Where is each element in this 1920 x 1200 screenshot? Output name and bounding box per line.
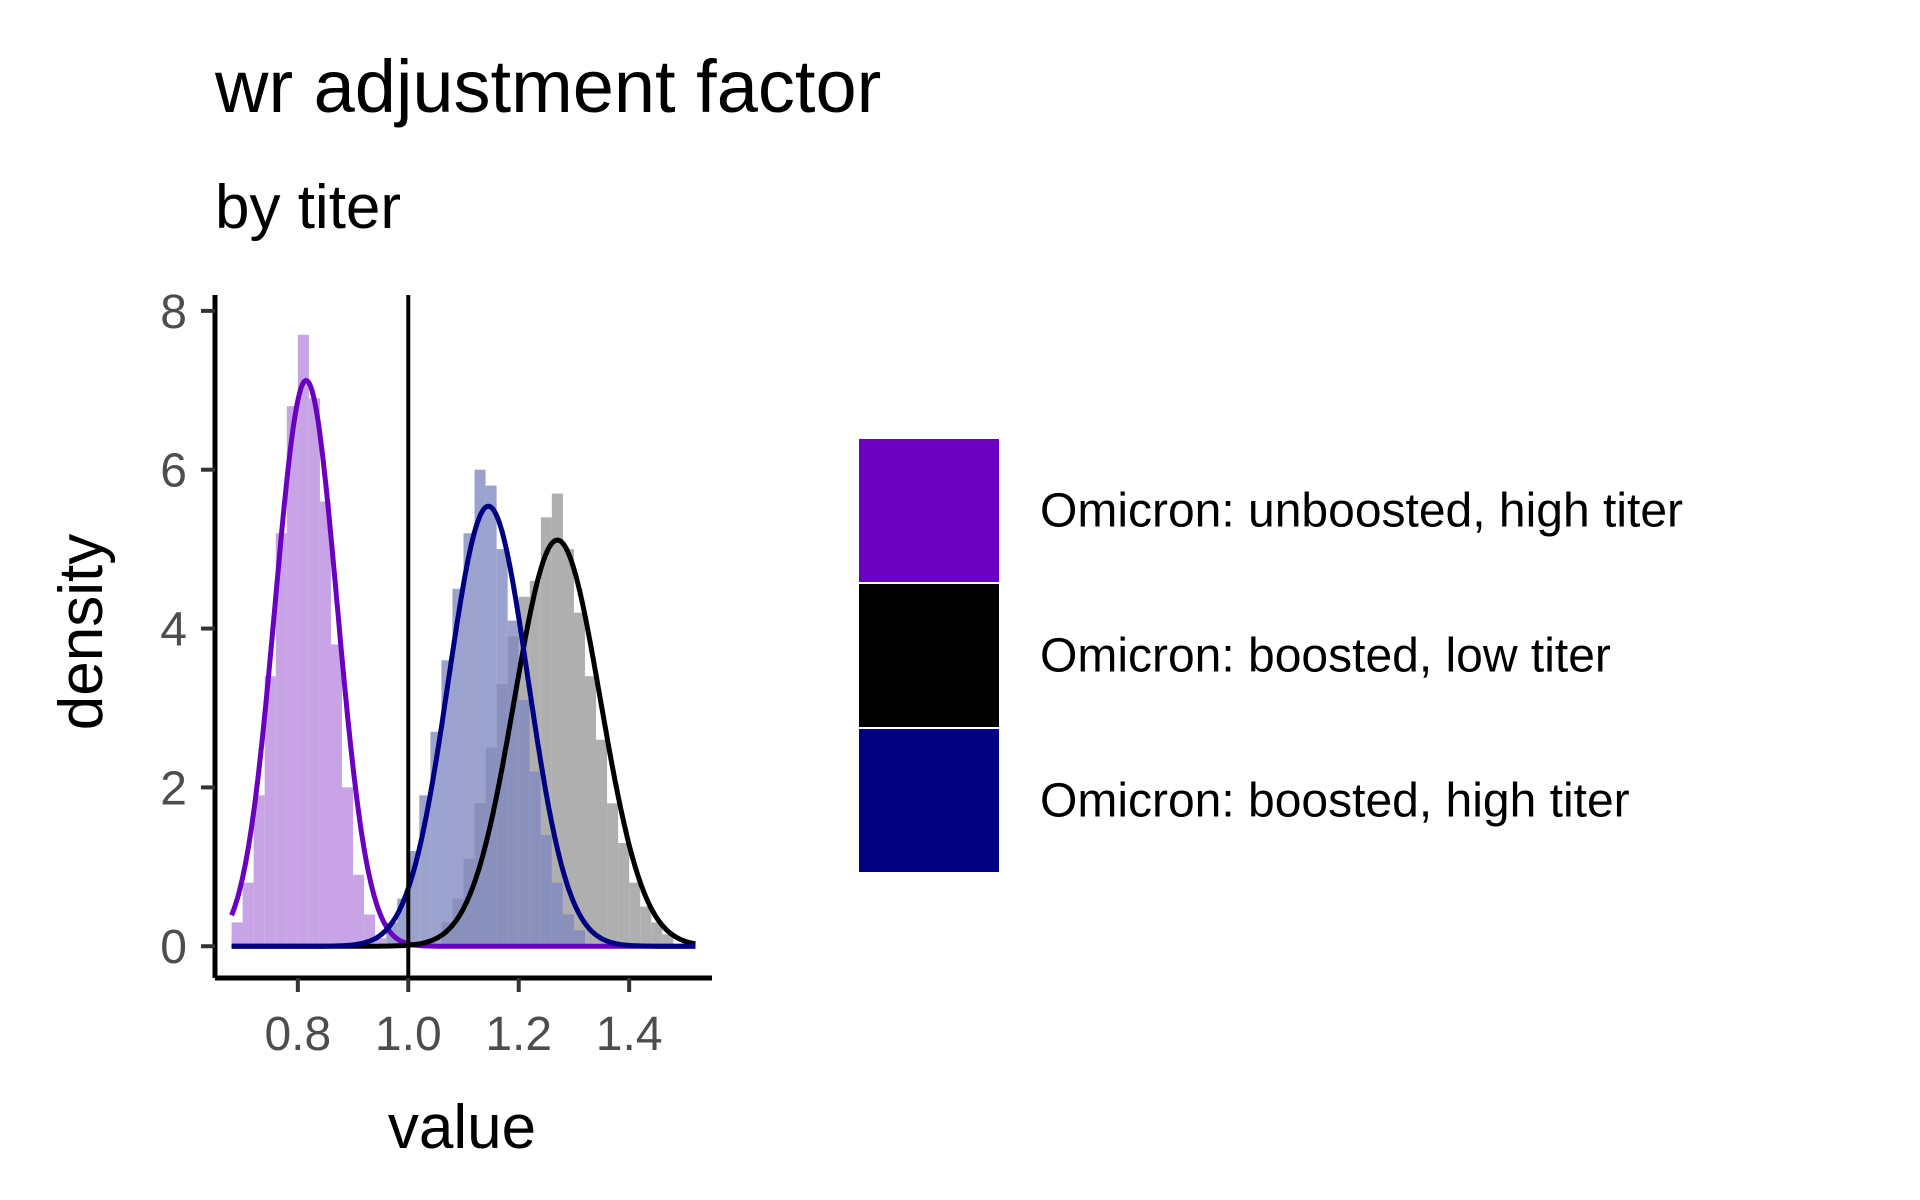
- histogram-bar: [474, 469, 486, 947]
- histogram-bar: [529, 580, 541, 947]
- histogram-bar: [297, 334, 309, 947]
- histogram-bar: [573, 930, 585, 947]
- chart-title: wr adjustment factor: [214, 45, 881, 128]
- histogram-bar: [629, 882, 641, 947]
- x-axis-title: value: [388, 1093, 536, 1162]
- histogram-bar: [452, 588, 464, 947]
- histogram-bar: [507, 620, 519, 947]
- y-tick-label: 8: [160, 286, 187, 339]
- histogram-bar: [529, 771, 541, 947]
- legend-key: [857, 437, 1001, 584]
- histogram-bar: [596, 739, 608, 947]
- histogram-bar: [286, 406, 298, 947]
- histogram-bar: [353, 874, 365, 947]
- histogram-bar: [463, 533, 475, 947]
- legend-label: Omicron: unboosted, high titer: [1040, 485, 1683, 538]
- y-axis-title: density: [47, 534, 116, 730]
- histogram-bar: [408, 850, 420, 947]
- x-tick-label: 1.4: [596, 1008, 663, 1061]
- legend-label: Omicron: boosted, high titer: [1040, 775, 1630, 828]
- histogram-bar: [562, 914, 574, 947]
- histogram-bar: [430, 731, 442, 947]
- histogram-bar: [496, 549, 508, 947]
- histogram-bar: [540, 835, 552, 947]
- legend: Omicron: unboosted, high titer Omicron: b…: [857, 437, 1683, 874]
- x-tick-label: 1.2: [485, 1008, 552, 1061]
- histogram-bar: [342, 787, 354, 947]
- legend-key: [857, 727, 1001, 874]
- histogram-bar: [397, 898, 409, 947]
- histogram-bar: [319, 501, 331, 947]
- histogram-bar: [231, 922, 243, 947]
- histogram-bar: [540, 517, 552, 947]
- histogram-bar: [573, 612, 585, 947]
- histogram-bar: [419, 795, 431, 947]
- histogram-bar: [662, 934, 674, 947]
- chart-subtitle: by titer: [215, 173, 401, 242]
- histogram-bar: [375, 938, 387, 947]
- histogram-bar: [308, 398, 320, 947]
- histogram-bar: [618, 842, 630, 947]
- density-line: [230, 503, 697, 949]
- x-tick-label: 1.0: [375, 1008, 442, 1061]
- histogram-bar: [551, 493, 563, 947]
- histogram-bar: [485, 485, 497, 947]
- y-tick-label: 0: [160, 921, 187, 974]
- y-tick-label: 2: [160, 762, 187, 815]
- y-tick-label: 4: [160, 604, 187, 657]
- histogram-bar: [518, 700, 530, 947]
- histogram-bar: [584, 676, 597, 947]
- histogram-bar: [607, 803, 619, 947]
- plot-area: 0 2 4 6 8 0.8 1.0 1.2 1.4: [160, 286, 712, 1061]
- histogram-bar: [651, 922, 663, 947]
- histogram-bar: [330, 644, 343, 947]
- histogram-bar: [640, 906, 652, 947]
- legend-label: Omicron: boosted, low titer: [1040, 630, 1611, 683]
- histogram-bar: [275, 533, 287, 947]
- histogram-bar: [441, 660, 453, 947]
- legend-key: [857, 582, 1001, 729]
- x-tick-label: 0.8: [264, 1008, 331, 1061]
- histogram-bar: [551, 882, 563, 947]
- histogram-bar: [253, 795, 265, 947]
- y-tick-label: 6: [160, 445, 187, 498]
- histogram-bar: [264, 676, 276, 947]
- histogram-bar: [364, 914, 376, 947]
- histogram-bar: [242, 882, 254, 947]
- histogram-bar: [562, 549, 574, 947]
